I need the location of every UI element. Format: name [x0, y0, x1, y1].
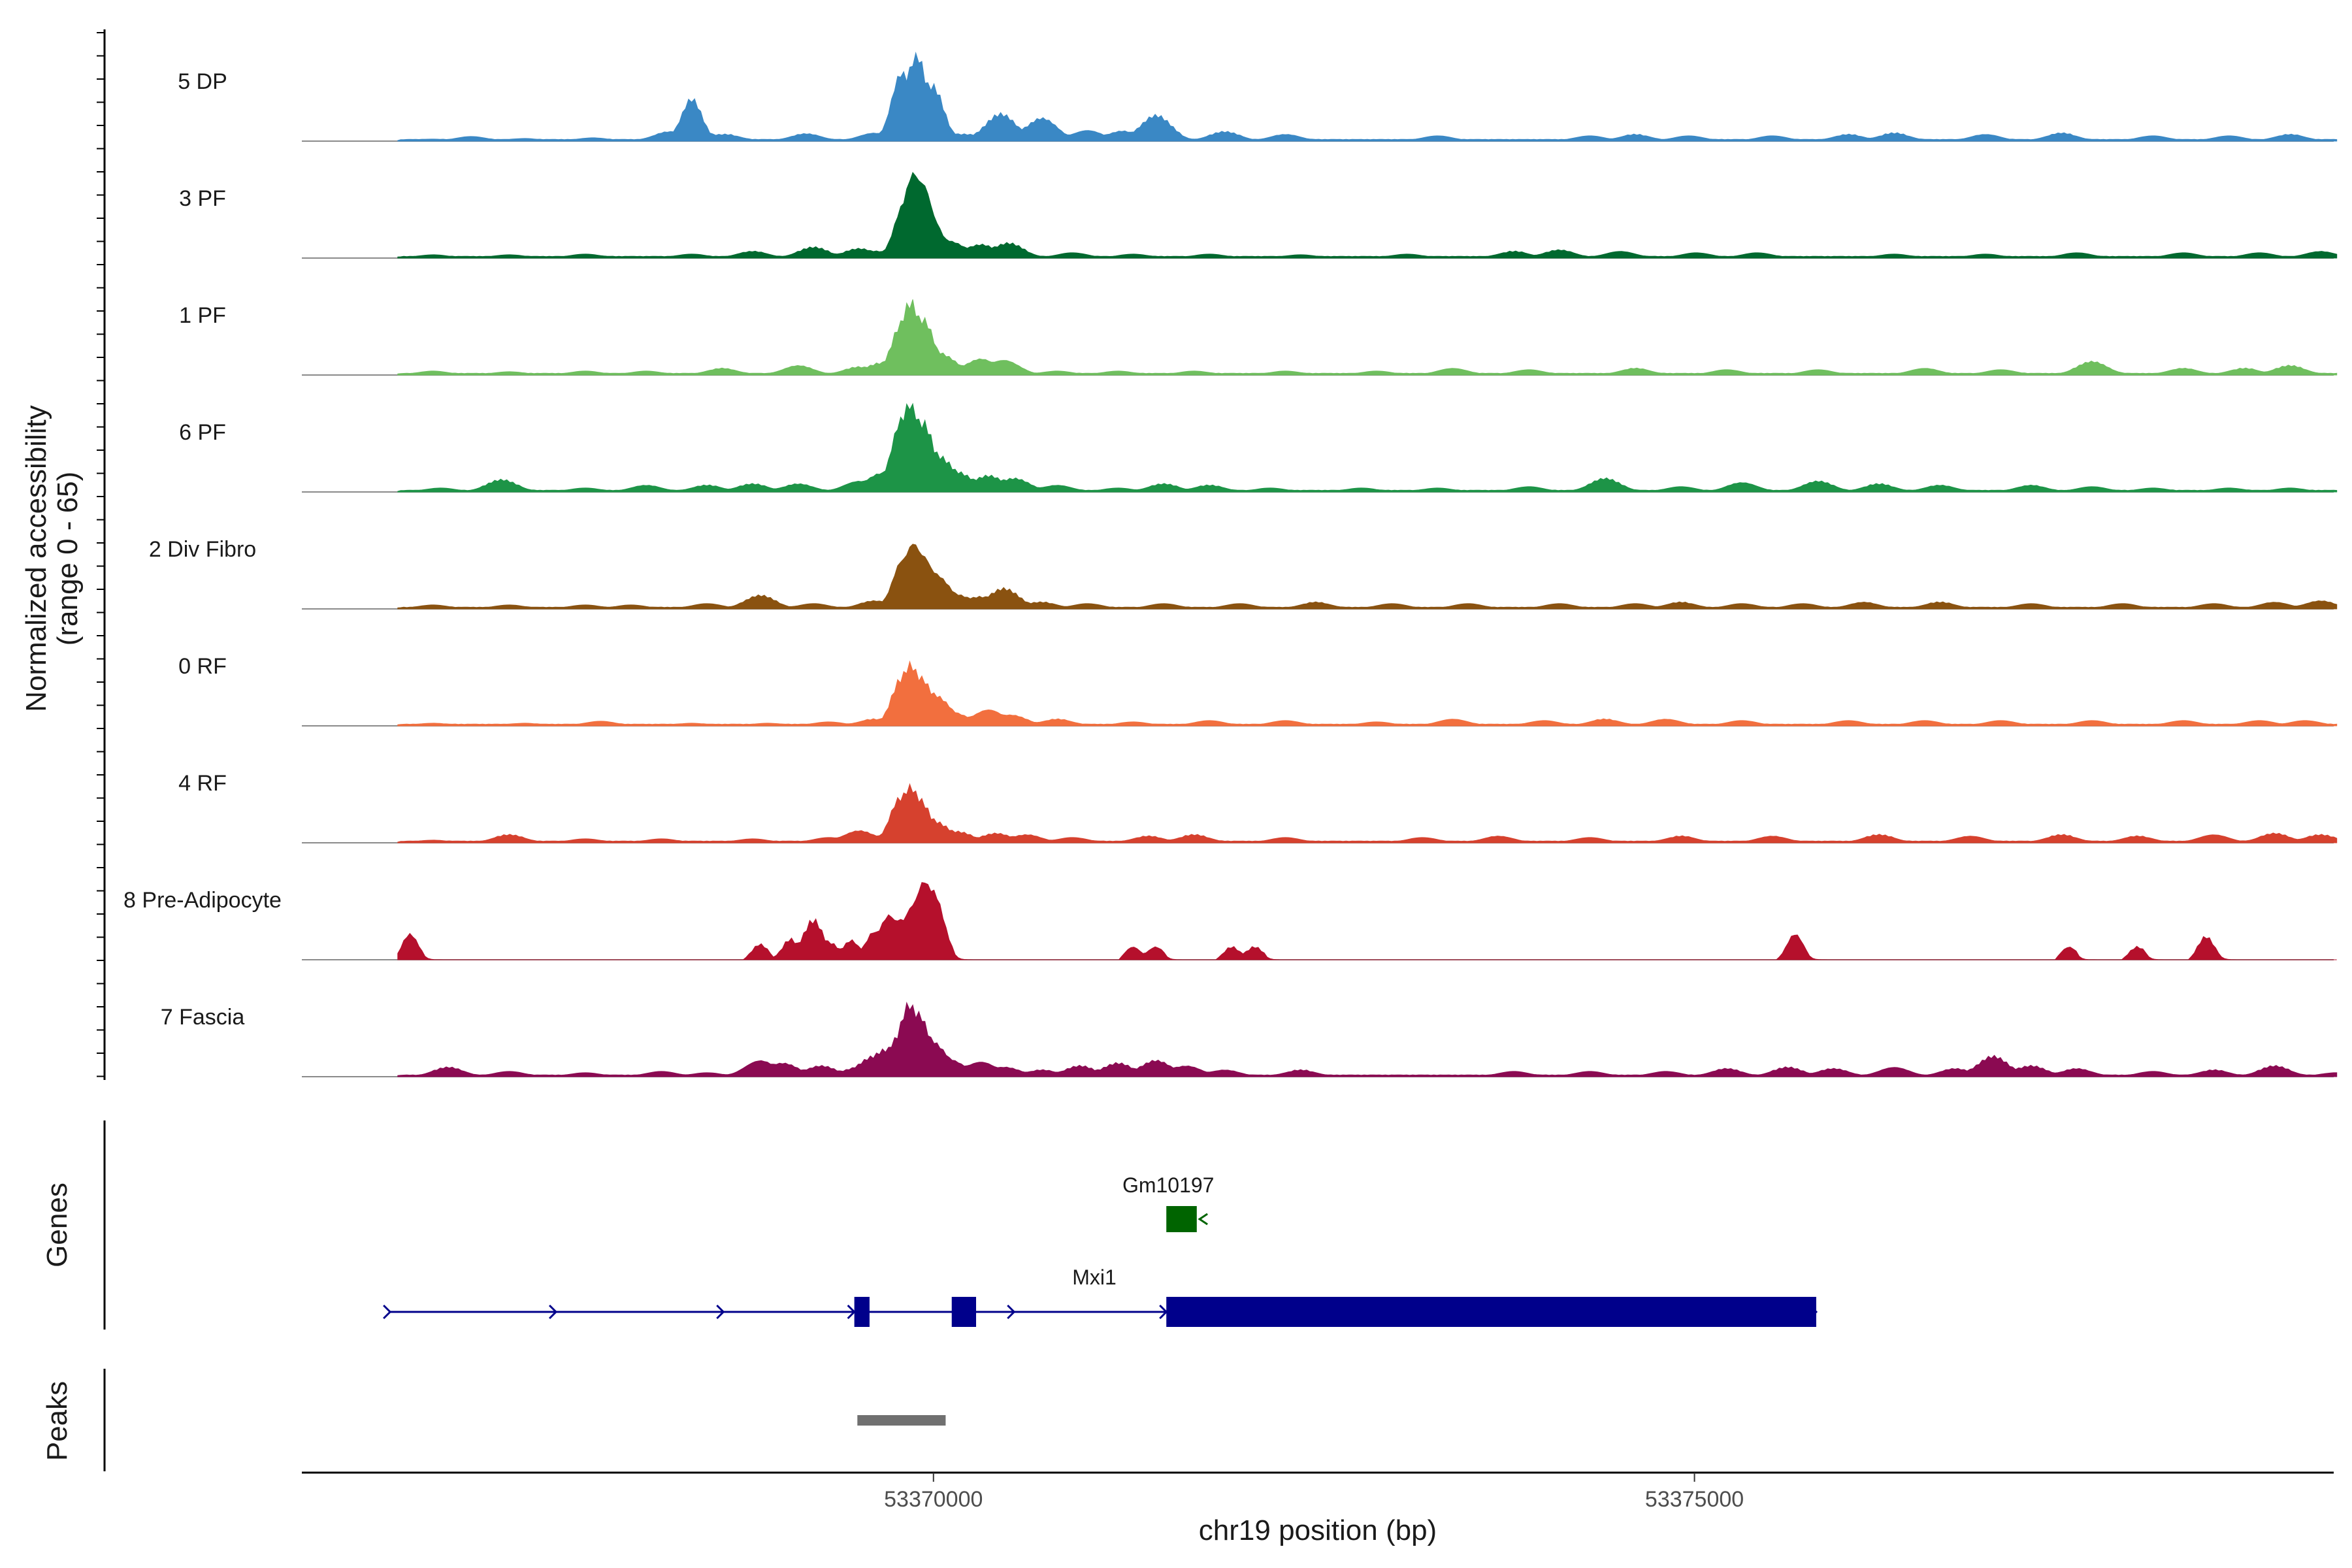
genes-track-label: Genes: [41, 1183, 73, 1267]
gene-mxi1-strand-arrow: [716, 1304, 725, 1320]
gene-mxi1-strand-arrow: [847, 1304, 856, 1320]
coverage-area: [397, 882, 2337, 960]
coverage-area: [397, 299, 2338, 376]
gene-annotations: Gm10197 Mxi1: [383, 1173, 1818, 1327]
track-1-pf: 1 PF: [179, 299, 2338, 376]
gene-mxi1-strand-arrow: [1007, 1304, 1016, 1320]
gene-mxi1-strand-arrow: [383, 1304, 392, 1320]
gene-mxi1-strand-arrow: [548, 1304, 558, 1320]
y-axis-title-main: Normalized accessibility: [20, 405, 52, 711]
gene-mxi1-exon: [854, 1297, 870, 1327]
y-axis-title: Normalized accessibility (range 0 - 65): [20, 405, 84, 711]
coverage-area: [397, 171, 2338, 259]
x-axis-title: chr19 position (bp): [1199, 1514, 1437, 1546]
track-label: 5 DP: [178, 69, 227, 94]
gene-label-gm10197: Gm10197: [1122, 1173, 1215, 1197]
track-4-rf: 4 RF: [178, 771, 2338, 843]
gene-mxi1-exon: [951, 1297, 977, 1327]
track-label: 0 RF: [178, 654, 227, 679]
track-label: 1 PF: [179, 303, 226, 328]
track-3-pf: 3 PF: [179, 171, 2338, 259]
track-7-fascia: 7 Fascia: [161, 1002, 2338, 1077]
track-label: 2 Div Fibro: [149, 537, 256, 562]
coverage-area: [397, 52, 2338, 142]
track-6-pf: 6 PF: [179, 402, 2338, 493]
peak-region: [857, 1415, 946, 1426]
coverage-area: [397, 1002, 2338, 1077]
gene-gm10197-exon: [1166, 1206, 1197, 1232]
gene-label-mxi1: Mxi1: [1072, 1266, 1117, 1289]
track-5-dp: 5 DP: [178, 52, 2338, 142]
track-2-div-fibro: 2 Div Fibro: [149, 537, 2338, 610]
gene-gm10197-strand-arrow: [1198, 1213, 1208, 1226]
track-label: 3 PF: [179, 186, 226, 211]
called-peaks: [857, 1415, 946, 1426]
coverage-area: [397, 544, 2338, 610]
coverage-tracks: 5 DP 3 PF 1 PF 6 PF 2 Div Fibro 0 RF 4 RF 8 Pre…: [123, 52, 2338, 1077]
gene-mxi1-exon: [1166, 1297, 1816, 1327]
x-tick-label: 53375000: [1645, 1487, 1744, 1512]
coverage-area: [397, 660, 2338, 727]
x-tick-label: 53370000: [884, 1487, 983, 1512]
track-0-rf: 0 RF: [178, 654, 2338, 727]
y-axis-ticks: [97, 32, 105, 1077]
track-label: 6 PF: [179, 420, 226, 445]
coverage-area: [397, 402, 2338, 493]
y-axis-title-range: (range 0 - 65): [52, 472, 84, 646]
peaks-track-label: Peaks: [41, 1381, 73, 1461]
track-label: 8 Pre-Adipocyte: [123, 888, 282, 913]
coverage-area: [397, 783, 2338, 843]
x-axis-ticks: 53370000 53375000: [884, 1473, 1744, 1512]
track-label: 7 Fascia: [161, 1005, 245, 1030]
track-8-pre-adipocyte: 8 Pre-Adipocyte: [123, 882, 2337, 960]
track-label: 4 RF: [178, 771, 227, 796]
